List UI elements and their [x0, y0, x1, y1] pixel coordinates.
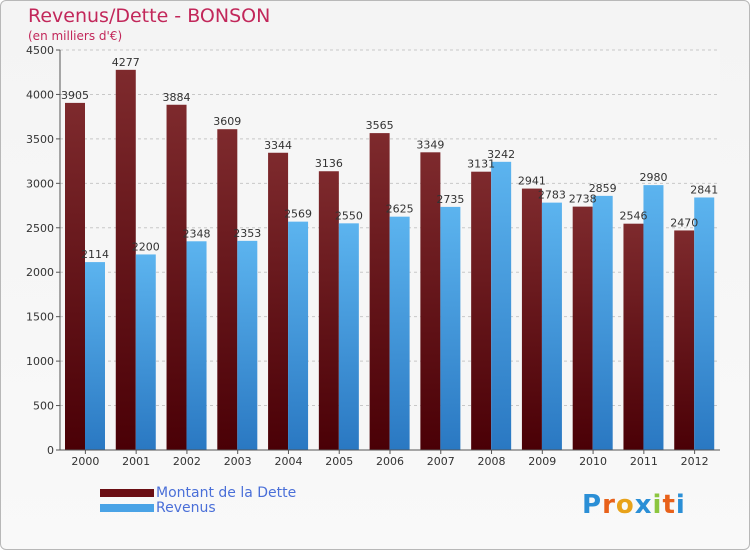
- data-label-revenue-2012: 2841: [690, 183, 718, 196]
- data-label-debt-2010: 2738: [569, 193, 597, 206]
- x-tick-label-2001: 2001: [122, 455, 150, 468]
- data-label-revenue-2011: 2980: [639, 171, 667, 184]
- data-label-revenue-2006: 2625: [386, 203, 414, 216]
- bar-revenue-2010: [592, 195, 613, 450]
- x-tick-label-2000: 2000: [71, 455, 99, 468]
- legend-swatch-revenue: [100, 503, 154, 512]
- bar-debt-2007: [420, 152, 441, 451]
- x-tick-label-2012: 2012: [681, 455, 709, 468]
- bar-debt-2011: [623, 223, 644, 450]
- data-label-revenue-2001: 2200: [132, 240, 160, 253]
- legend-label-revenue: Revenus: [156, 499, 216, 516]
- logo-letter: P: [582, 490, 603, 520]
- y-tick-label: 3500: [26, 133, 54, 146]
- bar-revenue-2008: [491, 161, 512, 451]
- legend-item-debt: Montant de la Dette: [100, 484, 297, 501]
- data-label-revenue-2007: 2735: [436, 193, 464, 206]
- data-label-revenue-2004: 2569: [284, 208, 312, 221]
- chart-title: Revenus/Dette - BONSON: [28, 5, 271, 27]
- y-tick-label: 2000: [26, 266, 54, 279]
- data-labels: 3905 2114 4277 2200 3884 2348 3609 2353 3344 2569…: [61, 56, 718, 261]
- data-label-debt-2011: 2546: [619, 210, 647, 223]
- y-tick-label: 4500: [26, 44, 54, 57]
- logo-letter: r: [602, 490, 616, 520]
- bar-debt-2008: [471, 171, 492, 450]
- x-tick-label-2006: 2006: [376, 455, 404, 468]
- proxiti-logo: Proxiti: [582, 490, 686, 520]
- data-label-debt-2007: 3349: [416, 138, 444, 151]
- logo-letter: x: [634, 490, 653, 520]
- data-label-revenue-2010: 2859: [589, 182, 617, 195]
- bar-revenue-2001: [135, 254, 156, 450]
- data-label-debt-2002: 3884: [163, 91, 191, 104]
- x-tick-label-2005: 2005: [325, 455, 353, 468]
- bar-debt-2005: [318, 171, 339, 450]
- bar-debt-2004: [268, 152, 289, 450]
- y-tick-label: 500: [33, 400, 54, 413]
- data-label-debt-2009: 2941: [518, 175, 546, 188]
- bar-debt-2003: [217, 129, 238, 450]
- x-tick-label-2002: 2002: [173, 455, 201, 468]
- x-tick-label-2004: 2004: [274, 455, 302, 468]
- x-tick-label-2008: 2008: [478, 455, 506, 468]
- data-label-revenue-2008: 3242: [487, 148, 515, 161]
- data-label-debt-2012: 2470: [670, 216, 698, 229]
- x-tick-label-2011: 2011: [630, 455, 658, 468]
- data-label-revenue-2009: 2783: [538, 189, 566, 202]
- bar-debt-2012: [674, 230, 695, 450]
- bar-debt-2009: [521, 188, 542, 451]
- bars: [65, 69, 715, 451]
- legend-swatch-debt: [100, 488, 154, 497]
- data-label-revenue-2003: 2353: [233, 227, 261, 240]
- legend: Montant de la Dette Revenus: [100, 484, 297, 516]
- data-label-debt-2004: 3344: [264, 139, 292, 152]
- data-label-debt-2008: 3131: [467, 158, 495, 171]
- x-tick-label-2003: 2003: [224, 455, 252, 468]
- data-label-revenue-2002: 2348: [183, 227, 211, 240]
- data-label-debt-2000: 3905: [61, 89, 89, 102]
- bar-debt-2000: [65, 102, 85, 450]
- y-tick-label: 1000: [26, 355, 54, 368]
- logo-letter: i: [652, 490, 663, 520]
- data-label-revenue-2005: 2550: [335, 209, 363, 222]
- data-label-debt-2005: 3136: [315, 157, 343, 170]
- y-tick-label: 3000: [26, 177, 54, 190]
- y-tick-label: 4000: [26, 88, 54, 101]
- bar-revenue-2007: [440, 206, 461, 450]
- logo-letter: o: [615, 490, 635, 520]
- logo-letter: i: [675, 490, 686, 520]
- chart-subtitle: (en milliers d'€): [28, 29, 123, 43]
- data-label-debt-2003: 3609: [213, 115, 241, 128]
- y-tick-label: 2500: [26, 222, 54, 235]
- bar-debt-2006: [369, 133, 390, 450]
- bar-revenue-2002: [186, 241, 207, 450]
- bar-debt-2002: [166, 104, 187, 450]
- x-tick-label-2007: 2007: [427, 455, 455, 468]
- data-label-revenue-2000: 2114: [81, 248, 109, 261]
- bar-revenue-2012: [694, 197, 715, 450]
- axes: 0 500 1000 1500 2000 2500 3000 3500 4000 4500 2000…: [26, 44, 720, 468]
- data-label-debt-2006: 3565: [366, 119, 394, 132]
- logo-letter: t: [662, 490, 676, 520]
- bar-revenue-2011: [643, 185, 664, 450]
- legend-item-revenue: Revenus: [100, 499, 296, 516]
- bar-revenue-2004: [288, 221, 309, 450]
- legend-label-debt: Montant de la Dette: [156, 484, 297, 501]
- bar-revenue-2006: [389, 216, 410, 450]
- x-tick-label-2009: 2009: [528, 455, 556, 468]
- y-tick-label: 0: [47, 444, 54, 457]
- bar-debt-2001: [115, 69, 136, 451]
- x-tick-label-2010: 2010: [579, 455, 607, 468]
- data-label-debt-2001: 4277: [112, 56, 140, 69]
- bar-debt-2010: [572, 206, 593, 450]
- y-tick-label: 1500: [26, 311, 54, 324]
- bar-revenue-2005: [338, 223, 359, 450]
- bar-revenue-2009: [541, 202, 562, 450]
- bar-revenue-2003: [237, 240, 258, 450]
- bar-revenue-2000: [85, 262, 105, 450]
